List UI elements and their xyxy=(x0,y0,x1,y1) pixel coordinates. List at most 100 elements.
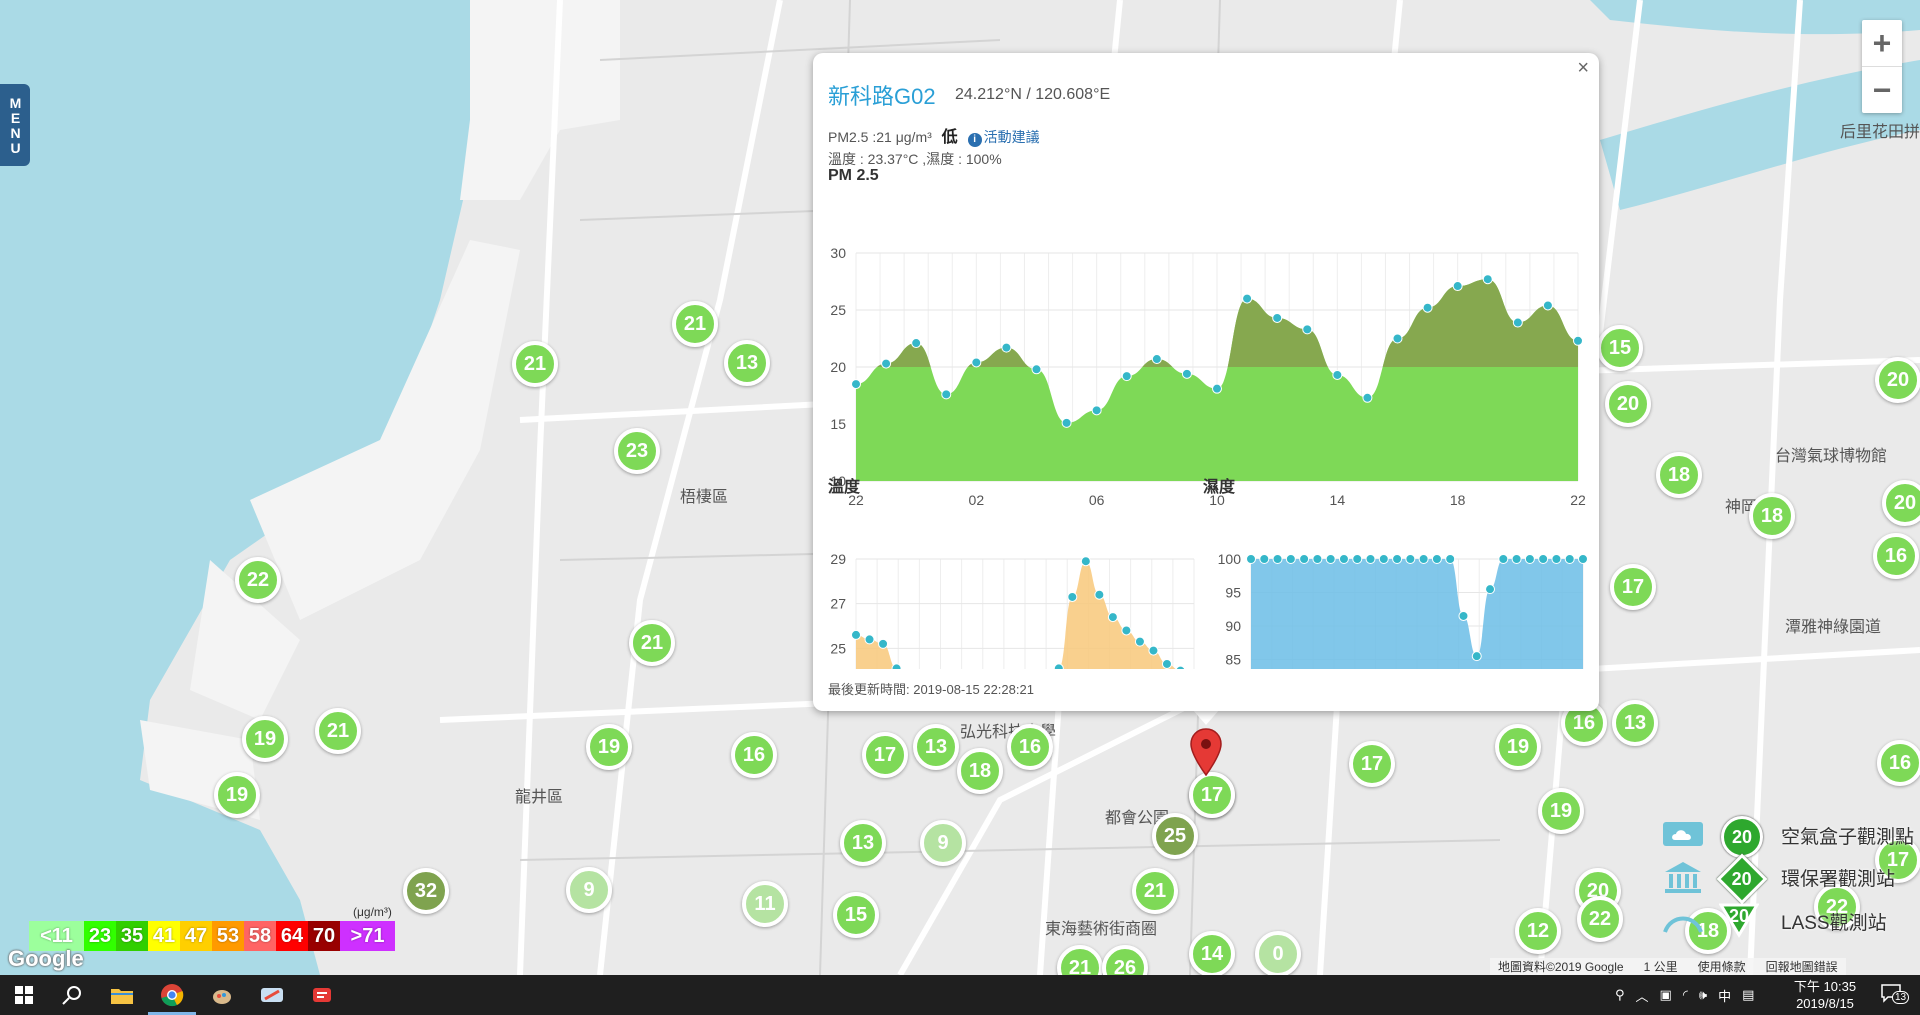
chrome-icon[interactable] xyxy=(152,975,192,1015)
station-marker[interactable]: 20 xyxy=(1875,357,1920,403)
report-error-link[interactable]: 回報地圖錯誤 xyxy=(1765,960,1838,974)
scale-bar: 1 公里 xyxy=(1643,960,1678,974)
station-marker[interactable]: 16 xyxy=(731,732,777,778)
windows-start-icon[interactable] xyxy=(4,975,44,1015)
google-logo: Google xyxy=(8,946,84,971)
zoom-out-button[interactable]: − xyxy=(1872,71,1892,108)
station-marker[interactable]: 17 xyxy=(1349,741,1395,787)
station-marker[interactable]: 21 xyxy=(315,708,361,754)
humidity-chart: 80859095100 xyxy=(1218,551,1588,669)
station-marker[interactable]: 22 xyxy=(1814,884,1860,930)
data-point xyxy=(1362,392,1373,403)
station-marker[interactable]: 18 xyxy=(1749,493,1795,539)
station-marker[interactable]: 17 xyxy=(1189,772,1235,818)
people-icon[interactable]: ⚲ xyxy=(1615,987,1625,1002)
input-method-icon[interactable]: ▤ xyxy=(1742,987,1755,1002)
station-marker[interactable]: 16 xyxy=(1877,740,1920,786)
data-point xyxy=(1246,554,1256,564)
chevron-up-icon[interactable]: ︿ xyxy=(1635,988,1649,1004)
notification-count: 13 xyxy=(1892,991,1910,1004)
data-point xyxy=(1242,293,1253,304)
station-marker[interactable]: 25 xyxy=(1152,813,1198,859)
pm25-legend-bin: 47 xyxy=(180,921,212,951)
station-marker[interactable]: 22 xyxy=(235,557,281,603)
station-marker[interactable]: 15 xyxy=(833,892,879,938)
place-label: 台灣氣球博物館 xyxy=(1775,448,1888,465)
data-point xyxy=(851,379,861,390)
station-marker[interactable]: 17 xyxy=(1875,837,1920,883)
terms-link[interactable]: 使用條款 xyxy=(1697,960,1746,974)
station-marker[interactable]: 17 xyxy=(1610,564,1656,610)
notification-center-icon[interactable]: 13 xyxy=(1880,983,1910,1007)
station-marker[interactable]: 20 xyxy=(1882,480,1920,526)
data-point xyxy=(1107,612,1118,623)
wifi-icon[interactable]: ◜ xyxy=(1682,987,1688,1002)
data-point xyxy=(1392,554,1403,564)
pm25-legend-bin: 23 xyxy=(84,921,116,951)
station-marker[interactable]: 21 xyxy=(1057,945,1103,975)
legend-lass[interactable]: 20 LASS觀測站 xyxy=(1655,902,1920,942)
search-icon[interactable] xyxy=(52,975,92,1015)
station-marker[interactable]: 18 xyxy=(1685,908,1731,954)
station-marker[interactable]: 9 xyxy=(920,820,966,866)
station-marker[interactable]: 9 xyxy=(566,867,612,913)
station-marker[interactable]: 15 xyxy=(1597,325,1643,371)
station-marker[interactable]: 0 xyxy=(1255,931,1301,975)
station-marker[interactable]: 32 xyxy=(403,868,449,914)
menu-label: MENU xyxy=(7,95,24,155)
station-marker[interactable]: 21 xyxy=(629,620,675,666)
pm25-legend-bin: 64 xyxy=(276,921,308,951)
clock-time: 下午 10:35 xyxy=(1793,979,1857,994)
station-marker[interactable]: 16 xyxy=(1007,724,1053,770)
station-marker[interactable]: 12 xyxy=(1515,908,1561,954)
close-button[interactable]: × xyxy=(1577,57,1589,79)
station-marker[interactable]: 19 xyxy=(1495,724,1541,770)
area-fill xyxy=(1251,559,1583,669)
station-marker[interactable]: 19 xyxy=(586,724,632,770)
data-point xyxy=(1422,302,1433,313)
station-marker[interactable]: 18 xyxy=(957,748,1003,794)
data-point xyxy=(1094,589,1105,600)
app-red-icon[interactable] xyxy=(302,975,342,1015)
station-marker[interactable]: 21 xyxy=(1132,868,1178,914)
data-point xyxy=(1551,554,1562,564)
pm25-legend-bin: 35 xyxy=(116,921,148,951)
epa-badge-value: 20 xyxy=(1731,868,1753,889)
legend-airbox[interactable]: 20 空氣盒子觀測點 xyxy=(1655,816,1920,858)
activity-advice-link[interactable]: 活動建議 xyxy=(983,129,1040,145)
station-marker[interactable]: 16 xyxy=(1873,533,1919,579)
station-marker[interactable]: 20 xyxy=(1605,381,1651,427)
zoom-in-button[interactable]: + xyxy=(1872,24,1892,61)
ime-indicator[interactable]: 中 xyxy=(1718,988,1732,1004)
snipping-tool-icon[interactable] xyxy=(252,975,292,1015)
station-marker[interactable]: 13 xyxy=(1612,700,1658,746)
map-data-credit: 地圖資料©2019 Google xyxy=(1498,960,1624,974)
data-point xyxy=(1511,554,1522,564)
selected-location-pin-icon[interactable] xyxy=(1189,727,1223,777)
station-marker[interactable]: 19 xyxy=(214,772,260,818)
station-marker[interactable]: 26 xyxy=(1102,945,1148,975)
lass-badge: 20 xyxy=(1728,905,1750,926)
station-marker[interactable]: 21 xyxy=(512,341,558,387)
station-marker[interactable]: 17 xyxy=(862,732,908,778)
legend-epa[interactable]: 20 環保署觀測站 xyxy=(1655,853,1920,905)
security-icon[interactable]: ▣ xyxy=(1659,987,1672,1002)
station-marker[interactable]: 22 xyxy=(1577,896,1623,942)
station-marker[interactable]: 13 xyxy=(724,340,770,386)
paint-app-icon[interactable] xyxy=(202,975,242,1015)
station-marker[interactable]: 18 xyxy=(1656,452,1702,498)
station-marker[interactable]: 13 xyxy=(913,724,959,770)
station-marker[interactable]: 11 xyxy=(742,881,788,927)
station-marker[interactable]: 13 xyxy=(840,820,886,866)
menu-button[interactable]: MENU xyxy=(0,84,30,166)
station-marker[interactable]: 21 xyxy=(672,301,718,347)
system-clock[interactable]: 下午 10:35 2019/8/15 xyxy=(1780,978,1870,1012)
x-tick-label: 02 xyxy=(969,492,985,508)
station-marker[interactable]: 19 xyxy=(242,716,288,762)
file-explorer-icon[interactable] xyxy=(102,975,142,1015)
data-point xyxy=(1285,554,1296,564)
volume-icon[interactable]: 🕪 xyxy=(1698,987,1708,1002)
station-marker[interactable]: 14 xyxy=(1189,931,1235,975)
station-marker[interactable]: 19 xyxy=(1538,788,1584,834)
station-marker[interactable]: 23 xyxy=(614,428,660,474)
